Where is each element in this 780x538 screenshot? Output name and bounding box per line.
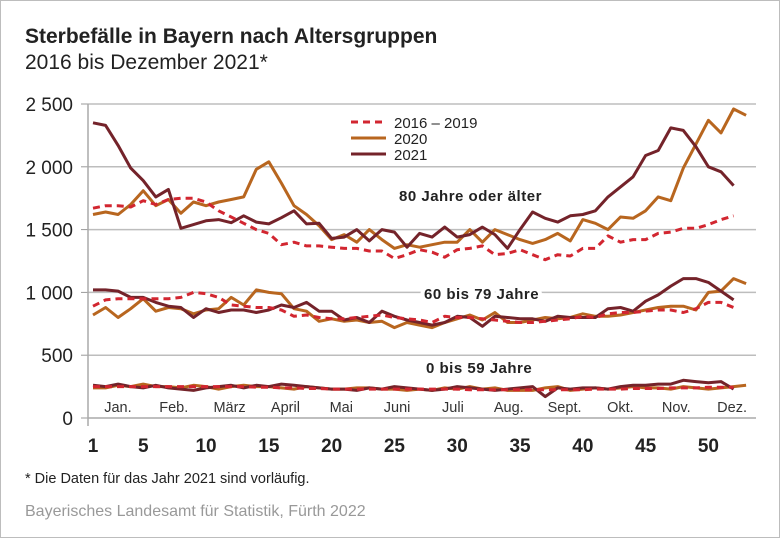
month-label: Feb. [159,400,188,416]
month-label: Dez. [717,400,747,416]
x-tick-label: 20 [321,436,342,457]
chart-title: Sterbefälle in Bayern nach Altersgruppen [25,25,438,48]
footnote: * Die Daten für das Jahr 2021 sind vorlä… [25,471,310,487]
x-tick-label: 35 [509,436,531,457]
x-tick-label: 5 [138,436,149,457]
x-tick-label: 15 [258,436,280,457]
month-label: Jan. [104,400,131,416]
legend-label: 2021 [394,147,427,164]
y-tick-label: 2 000 [25,158,73,179]
series-line-3-20162019 [93,385,734,392]
month-label: Nov. [662,400,691,416]
series-line-3-2021 [92,378,735,399]
y-tick-label: 2 500 [25,95,73,116]
x-tick-label: 40 [572,436,593,457]
month-label: April [271,400,300,416]
month-label: Mai [330,400,353,416]
series-line-1-20162019 [92,196,735,262]
x-tick-label: 1 [88,436,99,457]
x-tick-label: 45 [635,436,657,457]
month-label: Juli [442,400,464,416]
month-label: Juni [384,400,411,416]
series-line-1-2020 [92,107,747,250]
month-label: März [213,400,245,416]
chart-subtitle: 2016 bis Dezember 2021* [25,51,268,74]
source-note: Bayerisches Landesamt für Statistik, Für… [25,503,366,520]
y-tick-label: 1 000 [25,283,73,304]
x-tick-label: 30 [447,436,468,457]
series-line-2-2021 [93,277,735,328]
series-line-2-20162019 [92,290,735,324]
y-tick-label: 0 [62,409,73,430]
group-label: 60 bis 79 Jahre [424,286,539,303]
legend-label: 2016 – 2019 [394,115,477,132]
y-tick-label: 1 500 [25,221,73,242]
y-tick-label: 500 [41,346,73,367]
x-tick-label: 10 [195,436,216,457]
month-label: Okt. [607,400,634,416]
month-label: Aug. [494,400,524,416]
x-tick-label: 25 [384,436,406,457]
legend-label: 2020 [394,131,427,148]
series-line-1-2021 [92,121,735,250]
month-label: Sept. [548,400,582,416]
group-label: 0 bis 59 Jahre [426,360,532,377]
series-line-2-2020 [92,277,747,330]
group-label: 80 Jahre oder älter [399,188,542,205]
x-tick-label: 50 [698,436,719,457]
